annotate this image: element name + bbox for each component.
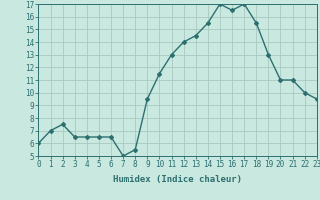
- X-axis label: Humidex (Indice chaleur): Humidex (Indice chaleur): [113, 175, 242, 184]
